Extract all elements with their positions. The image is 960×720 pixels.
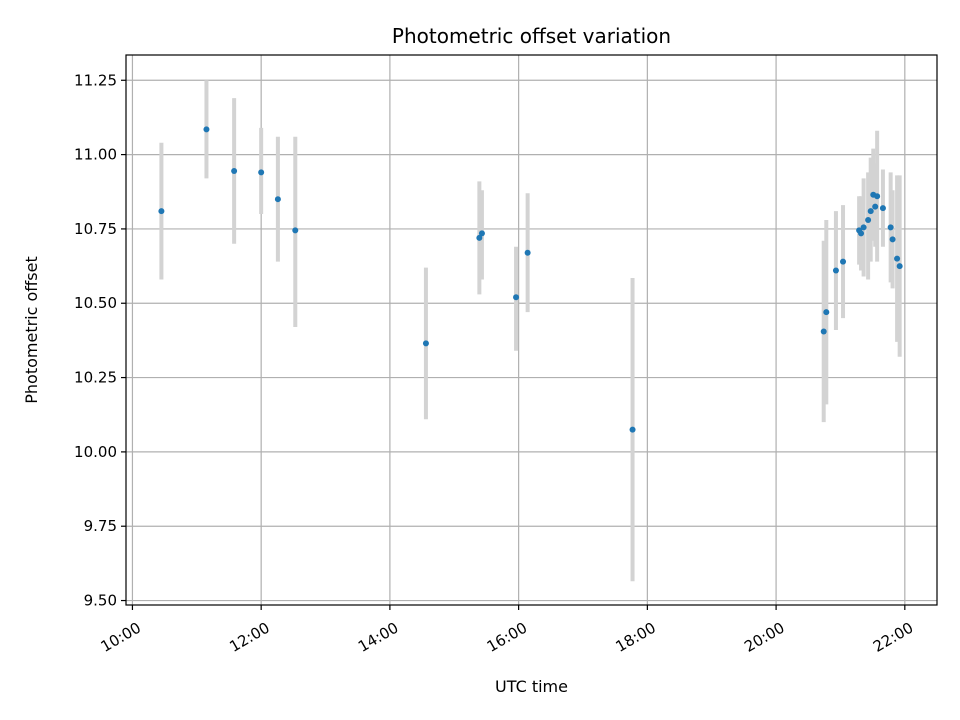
y-axis-label: Photometric offset (22, 256, 41, 404)
y-tick-label: 9.50 (84, 592, 117, 610)
grid (126, 55, 937, 605)
data-point (513, 294, 520, 301)
data-point (823, 309, 830, 316)
data-point (476, 234, 483, 241)
data-point (258, 169, 265, 176)
data-point (874, 193, 881, 200)
y-tick-label: 10.25 (74, 369, 117, 387)
data-point (274, 196, 281, 203)
data-point (231, 167, 238, 174)
data-point (158, 208, 165, 215)
y-tick-label: 11.00 (74, 146, 117, 164)
data-point (203, 126, 210, 133)
data-point (832, 267, 839, 274)
y-tick-label: 10.75 (74, 220, 117, 238)
data-point (865, 217, 872, 223)
data-point (858, 230, 865, 237)
data-point (629, 426, 636, 433)
data-point (896, 263, 903, 270)
data-point (820, 328, 827, 335)
data-points (158, 126, 903, 433)
data-point (292, 227, 299, 234)
plot-area-frame (125, 54, 938, 606)
y-tick-label: 10.00 (74, 443, 117, 461)
x-axis-label: UTC time (495, 677, 568, 696)
data-point (887, 224, 894, 231)
chart-title: Photometric offset variation (392, 24, 671, 48)
data-point (879, 205, 886, 212)
data-point (422, 340, 429, 347)
data-point (840, 258, 847, 265)
data-point (524, 249, 531, 256)
data-point (867, 208, 874, 215)
y-tick-label: 11.25 (74, 71, 117, 89)
data-point (872, 203, 879, 210)
y-tick-label: 9.75 (84, 517, 117, 535)
data-point (894, 255, 901, 262)
data-point (478, 230, 485, 237)
y-tick-label: 10.50 (74, 294, 117, 312)
data-point (889, 236, 896, 243)
data-point (860, 224, 867, 231)
